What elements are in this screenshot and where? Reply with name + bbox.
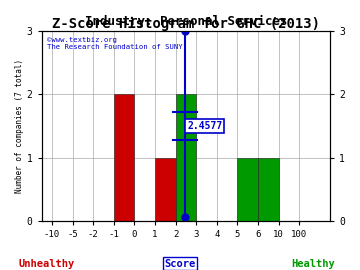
Y-axis label: Number of companies (7 total): Number of companies (7 total)	[15, 59, 24, 193]
Text: Score: Score	[165, 259, 195, 269]
Text: 2.4577: 2.4577	[187, 121, 222, 131]
Text: Industry: Personal Services: Industry: Personal Services	[85, 15, 287, 28]
Bar	[258, 158, 279, 221]
Text: Unhealthy: Unhealthy	[19, 259, 75, 269]
Title: Z-Score Histogram for GHC (2013): Z-Score Histogram for GHC (2013)	[52, 17, 320, 31]
Text: ©www.textbiz.org
The Research Foundation of SUNY: ©www.textbiz.org The Research Foundation…	[48, 37, 183, 50]
Bar	[114, 94, 134, 221]
Bar	[237, 158, 258, 221]
Bar	[155, 158, 176, 221]
Text: Healthy: Healthy	[291, 259, 335, 269]
Bar	[176, 94, 196, 221]
